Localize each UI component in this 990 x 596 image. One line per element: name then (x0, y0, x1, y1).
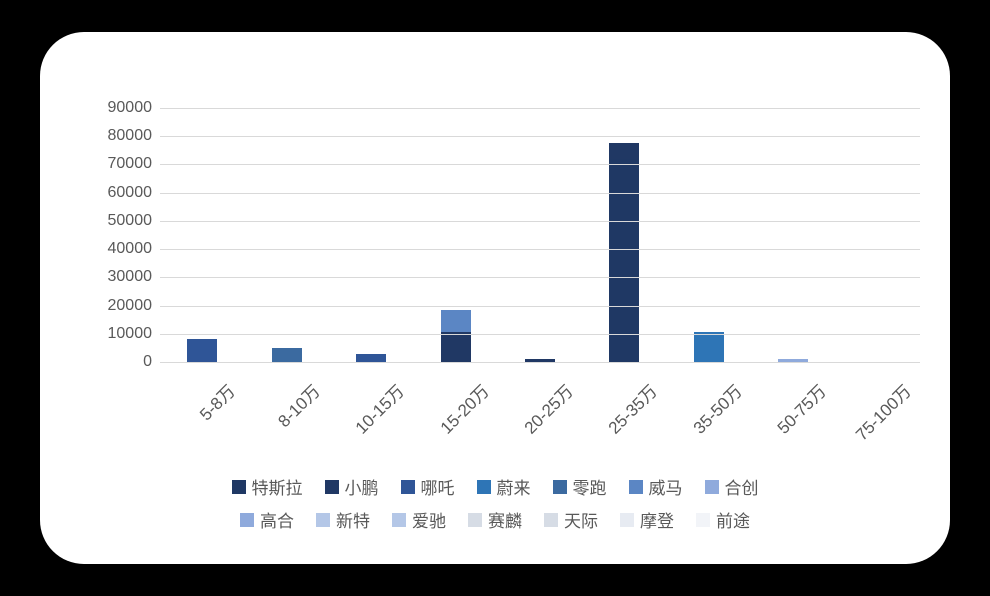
bar-segment (187, 339, 217, 362)
ytick-label: 0 (143, 353, 160, 371)
xtick-label: 8-10万 (250, 378, 324, 452)
legend-item: 合创 (705, 474, 759, 499)
legend-swatch (696, 513, 710, 527)
legend-label: 合创 (725, 474, 759, 499)
legend-swatch (232, 480, 246, 494)
xtick-label: 50-75万 (757, 378, 831, 452)
ytick-label: 40000 (108, 240, 161, 258)
xtick-label: 75-100万 (841, 378, 915, 452)
legend-label: 哪吒 (421, 474, 455, 499)
legend-item: 新特 (316, 507, 370, 532)
legend-item: 前途 (696, 507, 750, 532)
bar-segment (609, 143, 639, 159)
legend-label: 赛麟 (488, 507, 522, 532)
legend-row-1: 特斯拉 小鹏 哪吒 蔚来 零跑 威马 合创 (232, 474, 759, 499)
gridline (160, 108, 920, 109)
bar-segment (272, 348, 302, 362)
xtick-label: 5-8万 (166, 378, 240, 452)
xtick-label: 35-50万 (672, 378, 746, 452)
legend-label: 小鹏 (345, 474, 379, 499)
legend-label: 前途 (716, 507, 750, 532)
bar-segment (441, 332, 471, 362)
bar-segment (609, 159, 639, 362)
legend-label: 天际 (564, 507, 598, 532)
ytick-label: 30000 (108, 268, 161, 286)
legend-label: 蔚来 (497, 474, 531, 499)
gridline (160, 249, 920, 250)
legend-swatch (316, 513, 330, 527)
legend-swatch (468, 513, 482, 527)
bar-segment (694, 332, 724, 362)
legend-label: 摩登 (640, 507, 674, 532)
gridline (160, 277, 920, 278)
legend-label: 高合 (260, 507, 294, 532)
legend-item: 赛麟 (468, 507, 522, 532)
bars-container (160, 108, 920, 362)
legend-label: 特斯拉 (252, 474, 303, 499)
xtick-label: 20-25万 (503, 378, 577, 452)
legend-swatch (392, 513, 406, 527)
legend-item: 蔚来 (477, 474, 531, 499)
legend-swatch (629, 480, 643, 494)
legend-row-2: 高合 新特 爱驰 赛麟 天际 摩登 前途 (240, 507, 750, 532)
bar-segment (356, 354, 386, 362)
plot-area: 0100002000030000400005000060000700008000… (160, 108, 920, 362)
legend-item: 零跑 (553, 474, 607, 499)
legend-swatch (553, 480, 567, 494)
legend-label: 威马 (649, 474, 683, 499)
ytick-label: 80000 (108, 127, 161, 145)
legend-item: 小鹏 (325, 474, 379, 499)
gridline (160, 306, 920, 307)
legend-label: 爱驰 (412, 507, 446, 532)
legend-item: 特斯拉 (232, 474, 303, 499)
ytick-label: 90000 (108, 99, 161, 117)
legend-label: 零跑 (573, 474, 607, 499)
gridline (160, 164, 920, 165)
xtick-label: 25-35万 (588, 378, 662, 452)
legend-swatch (240, 513, 254, 527)
legend-item: 天际 (544, 507, 598, 532)
ytick-label: 60000 (108, 184, 161, 202)
legend-swatch (477, 480, 491, 494)
gridline (160, 221, 920, 222)
legend-swatch (325, 480, 339, 494)
legend-swatch (620, 513, 634, 527)
ytick-label: 50000 (108, 212, 161, 230)
legend-item: 爱驰 (392, 507, 446, 532)
xtick-label: 10-15万 (335, 378, 409, 452)
legend-label: 新特 (336, 507, 370, 532)
gridline (160, 193, 920, 194)
ytick-label: 70000 (108, 155, 161, 173)
gridline (160, 362, 920, 363)
legend-swatch (544, 513, 558, 527)
gridline (160, 136, 920, 137)
bar-segment (441, 310, 471, 333)
xtick-label: 15-20万 (419, 378, 493, 452)
gridline (160, 334, 920, 335)
legend-item: 威马 (629, 474, 683, 499)
legend-item: 摩登 (620, 507, 674, 532)
ytick-label: 20000 (108, 297, 161, 315)
legend-swatch (705, 480, 719, 494)
legend: 特斯拉 小鹏 哪吒 蔚来 零跑 威马 合创 高合 新特 爱驰 赛麟 天际 摩登 前途 (40, 474, 950, 532)
ytick-label: 10000 (108, 325, 161, 343)
legend-item: 高合 (240, 507, 294, 532)
legend-item: 哪吒 (401, 474, 455, 499)
legend-swatch (401, 480, 415, 494)
chart-card: 0 10000 20000 30000 40000 50000 60000 70000 8000… (40, 32, 950, 564)
